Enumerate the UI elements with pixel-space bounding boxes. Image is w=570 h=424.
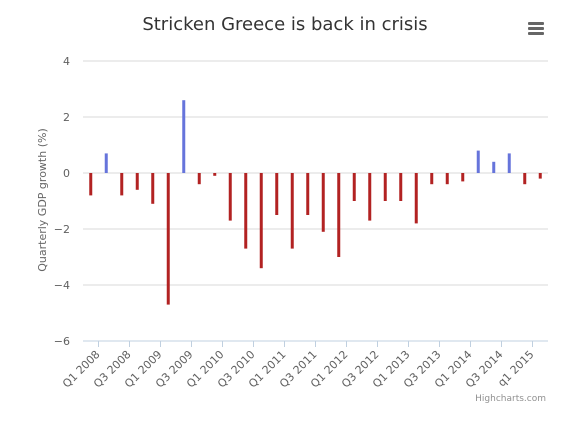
bar	[507, 153, 511, 173]
credits-link[interactable]: Highcharts.com	[475, 394, 546, 404]
bar	[337, 173, 341, 257]
bar	[166, 173, 170, 305]
y-tick-label: 2	[63, 111, 70, 124]
bar	[135, 173, 139, 190]
y-tick-label: −4	[54, 279, 70, 292]
y-tick-label: −6	[54, 335, 70, 348]
y-tick-label: −2	[54, 223, 70, 236]
hamburger-menu-icon[interactable]	[526, 20, 546, 38]
bar	[306, 173, 310, 215]
bar	[368, 173, 372, 221]
bar	[259, 173, 263, 269]
y-axis: −6 −4 −2 0 2 4	[54, 55, 70, 348]
bar	[244, 173, 248, 249]
bar	[430, 173, 434, 185]
bar	[523, 173, 527, 185]
bar	[538, 173, 542, 179]
bar	[399, 173, 403, 201]
bar	[476, 150, 480, 173]
bar	[151, 173, 155, 204]
bars	[89, 100, 542, 305]
bar	[414, 173, 418, 224]
menu-line	[528, 32, 544, 35]
bar	[275, 173, 279, 215]
y-tick-label: 0	[63, 167, 70, 180]
bar	[120, 173, 124, 196]
y-tick-label: 4	[63, 55, 70, 68]
y-axis-label: Quarterly GDP growth (%)	[36, 128, 49, 272]
bar	[461, 173, 465, 182]
bar	[290, 173, 294, 249]
bar	[182, 100, 186, 173]
bar	[228, 173, 232, 221]
menu-line	[528, 27, 544, 30]
bar	[104, 153, 108, 173]
bar	[445, 173, 449, 185]
bar	[213, 173, 217, 176]
bar	[197, 173, 201, 185]
bar	[89, 173, 93, 196]
bar	[321, 173, 325, 232]
chart-title: Stricken Greece is back in crisis	[142, 14, 428, 35]
bar	[383, 173, 387, 201]
bar	[492, 161, 496, 173]
menu-line	[528, 22, 544, 25]
bar	[352, 173, 356, 201]
